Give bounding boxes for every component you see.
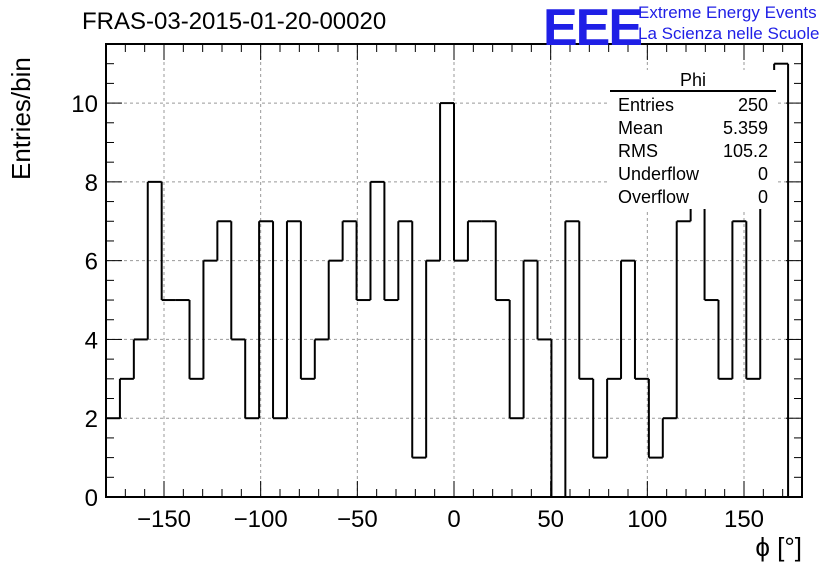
stats-title: Phi <box>610 70 776 92</box>
y-tick-label: 0 <box>85 485 98 512</box>
x-tick-label: 0 <box>447 506 460 533</box>
stats-value: 105.2 <box>722 141 768 161</box>
stats-label: Entries <box>618 95 675 115</box>
stats-value: 5.359 <box>722 118 768 138</box>
stats-label: Underflow <box>618 164 700 184</box>
eee-logo: EEE <box>543 0 643 57</box>
x-tick-label: −50 <box>337 506 378 533</box>
x-axis-label: ϕ [°] <box>755 532 802 562</box>
stats-value: 0 <box>757 187 768 207</box>
y-tick-label: 2 <box>85 406 98 433</box>
stats-row-overflow: Overflow 0 <box>610 186 776 209</box>
stats-row-entries: Entries 250 <box>610 94 776 117</box>
x-tick-label: 100 <box>627 506 667 533</box>
stats-box: Phi Entries 250 Mean 5.359 RMS 105.2 Underf… <box>610 70 776 209</box>
stats-label: Overflow <box>618 187 690 207</box>
x-tick-label: 50 <box>537 506 564 533</box>
stats-label: Mean <box>618 118 664 138</box>
stats-label: RMS <box>618 141 658 161</box>
y-tick-label: 4 <box>85 327 98 354</box>
stats-row-mean: Mean 5.359 <box>610 117 776 140</box>
logo-text-line1: Extreme Energy Events <box>638 3 817 22</box>
y-axis-label: Entries/bin <box>6 57 36 180</box>
x-tick-label: −100 <box>234 506 288 533</box>
logo-text-line2: La Scienza nelle Scuole <box>638 24 820 43</box>
stats-value: 0 <box>757 164 768 184</box>
y-tick-label: 6 <box>85 249 98 276</box>
x-tick-label: −150 <box>137 506 191 533</box>
stats-row-underflow: Underflow 0 <box>610 163 776 186</box>
stats-row-rms: RMS 105.2 <box>610 140 776 163</box>
y-tick-label: 10 <box>71 91 98 118</box>
chart-title: FRAS-03-2015-01-20-00020 <box>82 8 387 35</box>
x-tick-label: 150 <box>724 506 764 533</box>
stats-value: 250 <box>737 95 768 115</box>
y-tick-label: 8 <box>85 170 98 197</box>
